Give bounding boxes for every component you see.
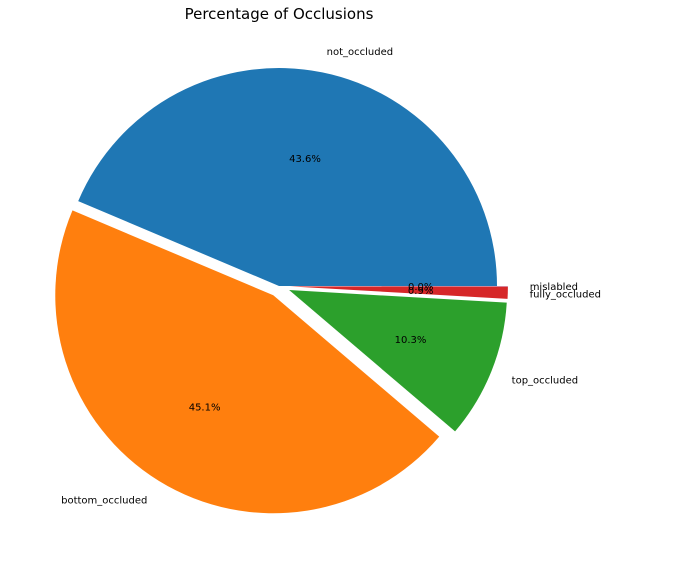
pct-label-fully-occluded: 0.9% <box>408 286 433 297</box>
pie-labels: not_occluded 43.6% bottom_occluded 45.1% top… <box>61 47 601 506</box>
pie-slices <box>55 68 508 514</box>
slice-label-bottom-occluded: bottom_occluded <box>61 495 147 506</box>
pct-label-top-occluded: 10.3% <box>395 335 427 346</box>
pie-slice-fully-occluded <box>289 286 508 299</box>
chart-title: Percentage of Occlusions <box>185 5 374 23</box>
pct-label-mislabled: 0.0% <box>408 282 433 293</box>
slice-label-mislabled: mislabled <box>530 282 578 293</box>
slice-label-not-occluded: not_occluded <box>327 47 393 58</box>
pie-slice-not-occluded <box>78 68 497 286</box>
slice-label-fully-occluded: fully_occluded <box>530 289 601 300</box>
pct-label-not-occluded: 43.6% <box>289 154 321 165</box>
slice-label-top-occluded: top_occluded <box>512 375 578 386</box>
pie-slice-top-occluded <box>289 290 507 432</box>
pct-label-bottom-occluded: 45.1% <box>189 403 221 414</box>
pie-slice-bottom-occluded <box>55 210 440 514</box>
